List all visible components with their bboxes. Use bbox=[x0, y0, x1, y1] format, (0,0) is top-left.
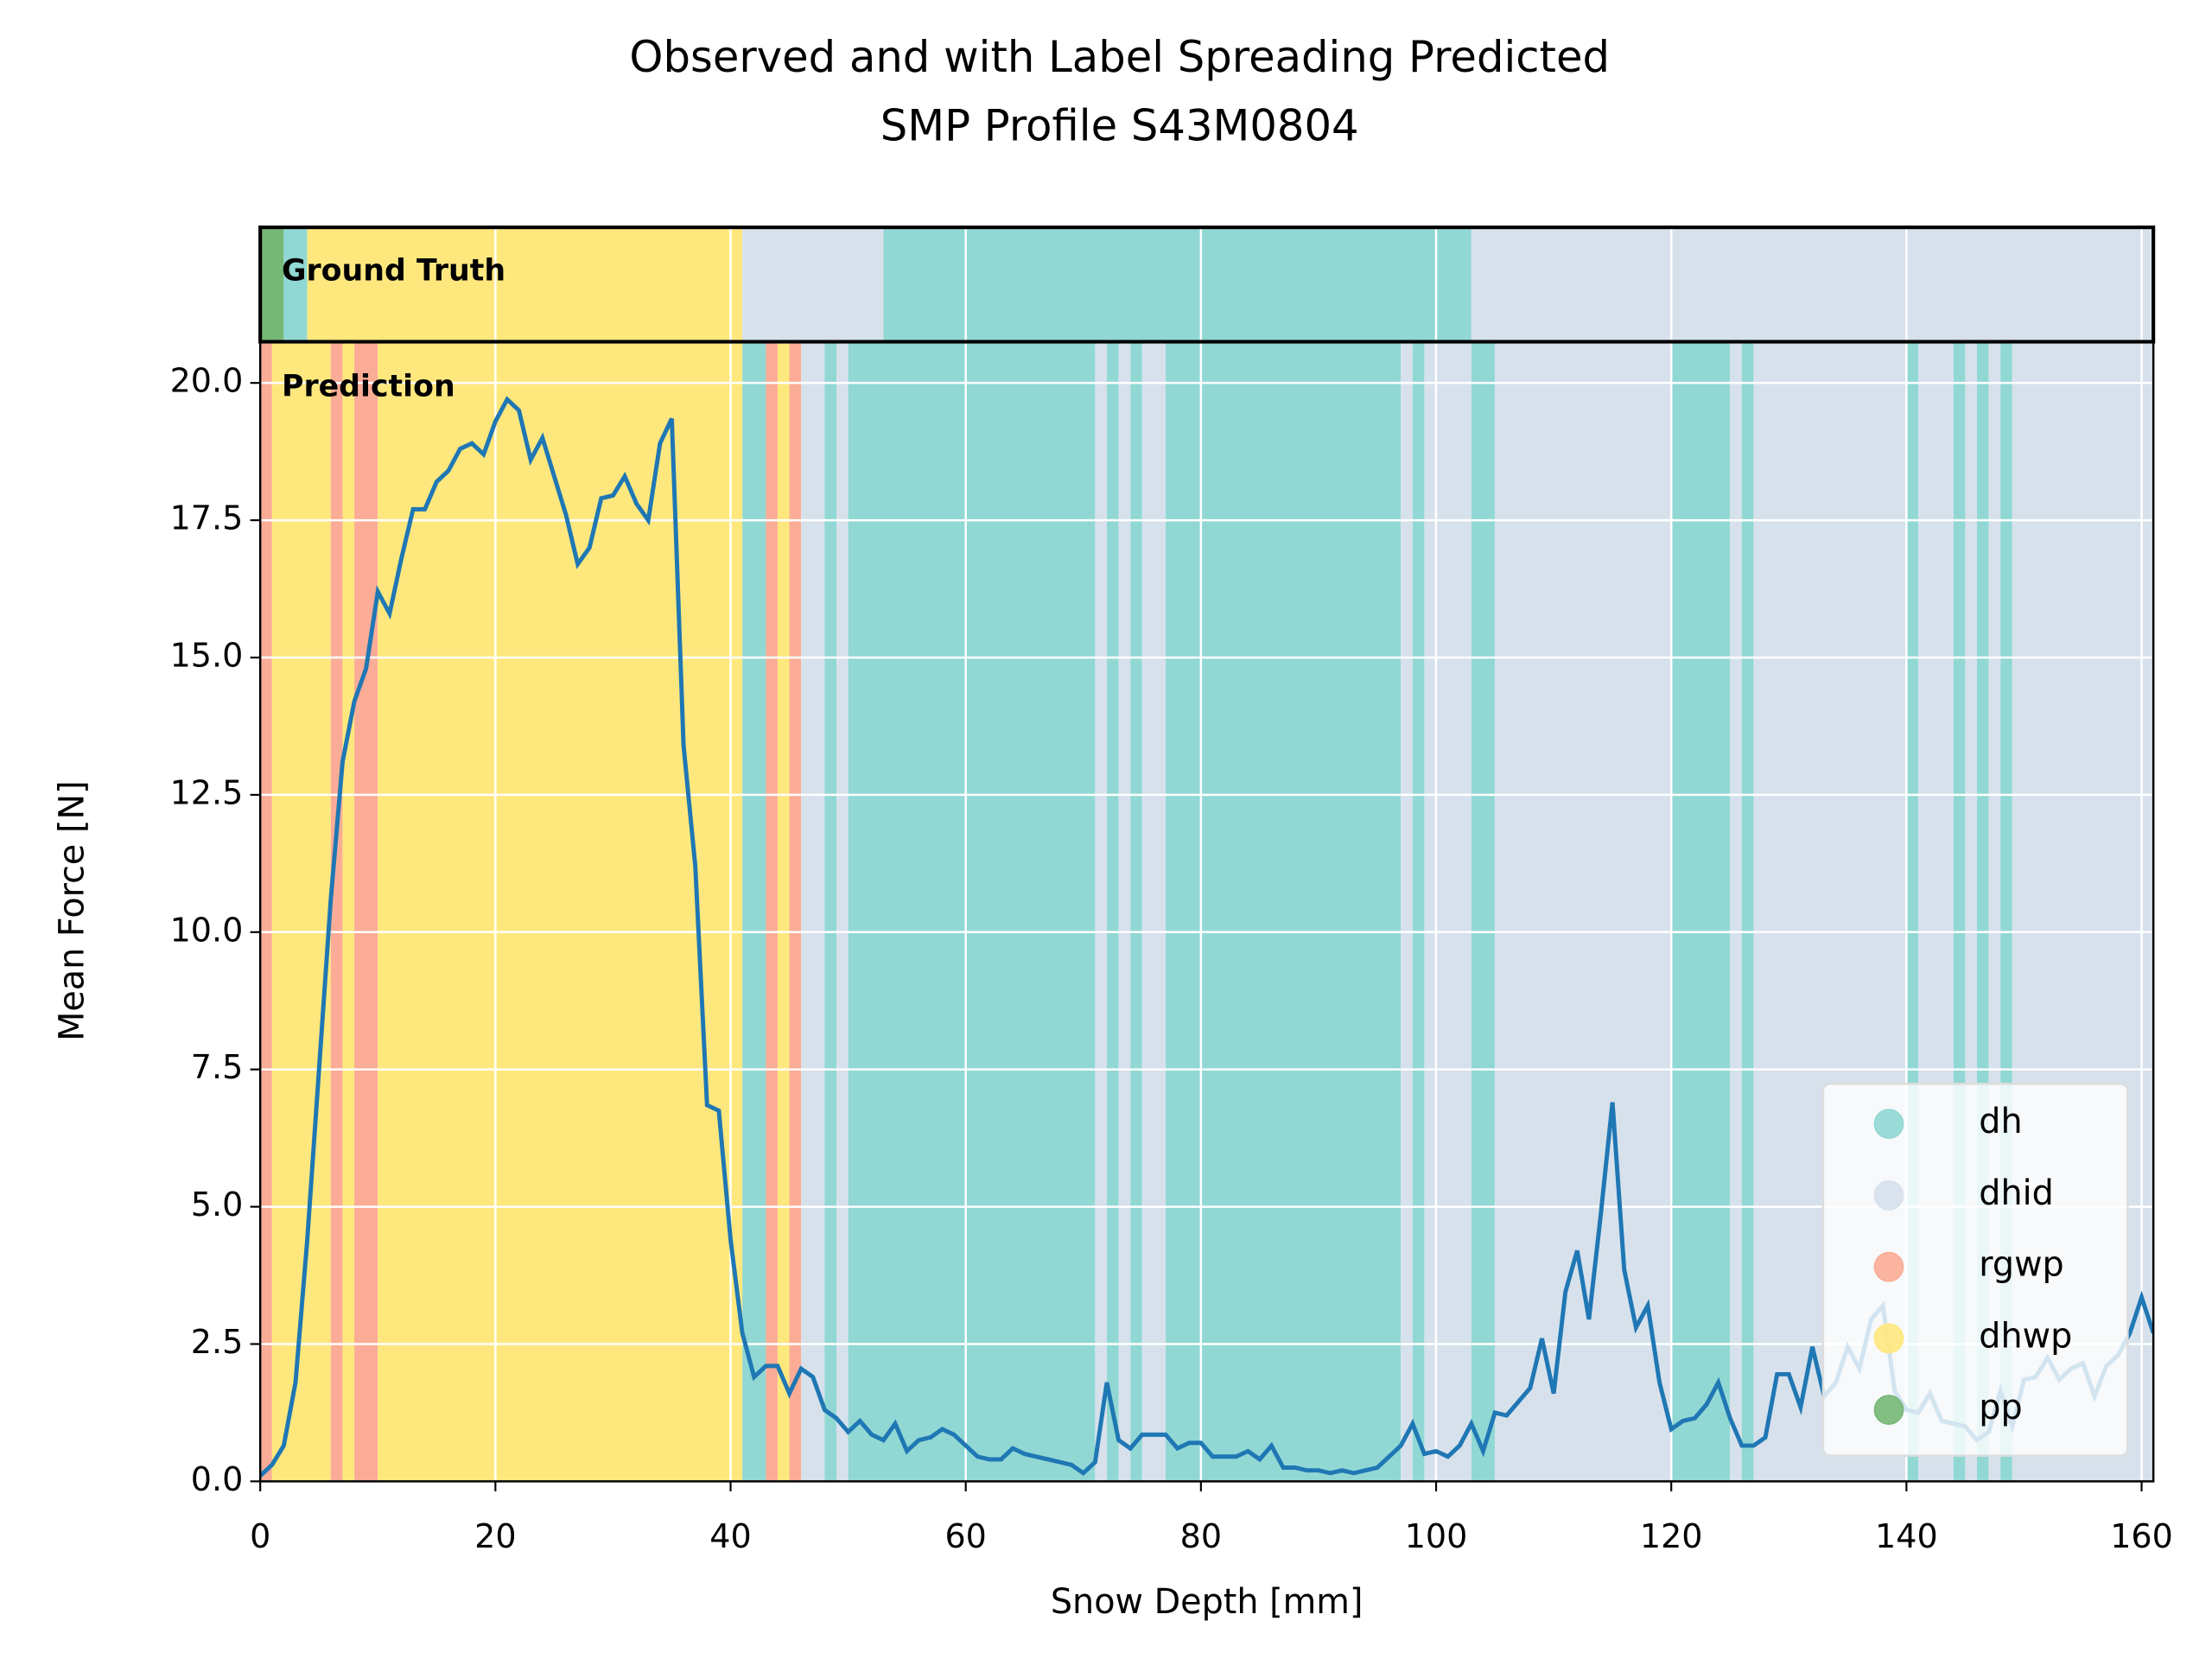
prediction-span bbox=[1130, 341, 1142, 1482]
y-tick-label: 5.0 bbox=[191, 1185, 244, 1224]
prediction-span bbox=[848, 341, 1096, 1482]
y-tick-label: 0.0 bbox=[191, 1460, 244, 1498]
ground-truth-span bbox=[307, 227, 743, 342]
prediction-span bbox=[836, 341, 849, 1482]
prediction-span bbox=[742, 341, 766, 1482]
prediction-span bbox=[1118, 341, 1131, 1482]
x-tick-label: 0 bbox=[250, 1517, 270, 1555]
y-tick-label: 10.0 bbox=[170, 911, 244, 949]
y-tick-label: 12.5 bbox=[170, 773, 244, 811]
prediction-span bbox=[1424, 341, 1471, 1482]
prediction-span bbox=[1095, 341, 1107, 1482]
x-tick-label: 160 bbox=[2110, 1517, 2173, 1555]
plot-frame bbox=[258, 340, 2155, 1483]
y-tick-label: 17.5 bbox=[170, 499, 244, 537]
annotation: Prediction bbox=[282, 369, 455, 404]
prediction-span bbox=[1401, 341, 1413, 1482]
x-tick-label: 20 bbox=[474, 1517, 516, 1555]
prediction-span bbox=[789, 341, 802, 1482]
legend-marker bbox=[1873, 1180, 1904, 1211]
ground-truth-span bbox=[1471, 227, 2154, 342]
prediction-span bbox=[354, 341, 378, 1482]
prediction-span bbox=[777, 341, 790, 1482]
prediction-span bbox=[1671, 341, 1731, 1482]
x-tick-label: 100 bbox=[1405, 1517, 1468, 1555]
prediction-span bbox=[330, 341, 343, 1482]
prediction-span bbox=[1141, 341, 1166, 1482]
annotation: Ground Truth bbox=[282, 253, 505, 288]
y-axis-label: Mean Force [N] bbox=[53, 780, 92, 1041]
y-tick-label: 15.0 bbox=[170, 636, 244, 674]
y-tick-label: 7.5 bbox=[191, 1048, 244, 1086]
legend-box bbox=[1821, 1083, 2129, 1457]
ground-truth-span bbox=[883, 227, 1471, 342]
legend-label: dh bbox=[1979, 1102, 2022, 1141]
prediction-span bbox=[1730, 341, 1742, 1482]
x-axis-label: Snow Depth [mm] bbox=[1051, 1582, 1363, 1622]
x-tick-label: 120 bbox=[1640, 1517, 1703, 1555]
prediction-span bbox=[260, 341, 272, 1482]
legend-marker bbox=[1873, 1323, 1904, 1354]
prediction-span bbox=[1412, 341, 1425, 1482]
legend-marker bbox=[1873, 1395, 1904, 1426]
y-tick-label: 2.5 bbox=[191, 1323, 244, 1361]
ground-truth-span bbox=[260, 227, 284, 342]
legend-label: dhwp bbox=[1979, 1316, 2072, 1356]
x-tick-label: 140 bbox=[1875, 1517, 1938, 1555]
prediction-span bbox=[378, 341, 743, 1482]
prediction-span bbox=[1166, 341, 1402, 1482]
chart-title: Observed and with Label Spreading Predic… bbox=[629, 32, 1610, 82]
legend-label: rgwp bbox=[1979, 1245, 2064, 1285]
prediction-span bbox=[824, 341, 836, 1482]
x-tick-label: 40 bbox=[709, 1517, 751, 1555]
y-tick-label: 20.0 bbox=[170, 362, 244, 400]
prediction-span bbox=[342, 341, 355, 1482]
legend-label: pp bbox=[1979, 1388, 2022, 1427]
legend-label: dhid bbox=[1979, 1173, 2054, 1213]
prediction-span bbox=[766, 341, 778, 1482]
ground-truth-span bbox=[742, 227, 884, 342]
prediction-span bbox=[1741, 341, 1754, 1482]
prediction-span bbox=[1106, 341, 1119, 1482]
prediction-span bbox=[801, 341, 825, 1482]
ground-truth-span bbox=[283, 227, 308, 342]
chart-subtitle: SMP Profile S43M0804 bbox=[880, 100, 1359, 150]
prediction-span bbox=[1471, 341, 1496, 1482]
x-tick-label: 60 bbox=[944, 1517, 986, 1555]
legend-marker bbox=[1873, 1251, 1904, 1282]
legend-marker bbox=[1873, 1109, 1904, 1140]
x-tick-label: 80 bbox=[1180, 1517, 1222, 1555]
